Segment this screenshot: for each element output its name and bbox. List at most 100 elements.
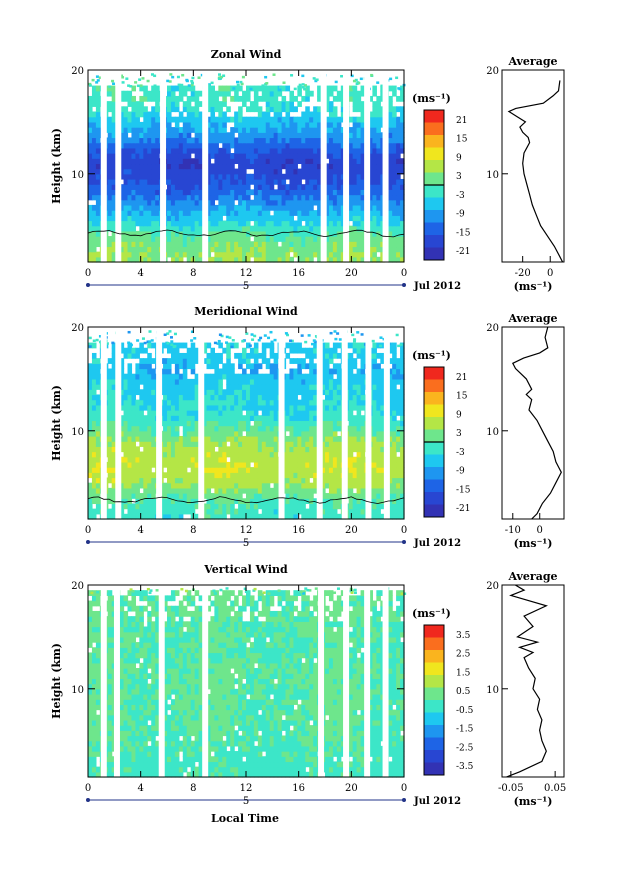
heatmap-cell: [222, 184, 227, 190]
heatmap-cell: [356, 513, 362, 520]
heatmap-cell: [107, 256, 113, 263]
heatmap-cell: [155, 168, 160, 175]
heatmap-cell: [206, 194, 212, 201]
heatmap-cell: [91, 189, 97, 196]
heatmap-cell: [88, 194, 93, 201]
heatmap-cell: [277, 246, 283, 253]
heatmap-cell: [139, 85, 144, 92]
heatmap-cell: [249, 508, 255, 515]
heatmap-cell: [119, 225, 125, 232]
heatmap-cell: [147, 410, 152, 416]
heatmap-cell: [360, 430, 366, 437]
heatmap-cell: [265, 106, 271, 113]
heatmap-cell: [289, 215, 294, 222]
heatmap-cell: [170, 153, 176, 159]
heatmap-cell: [257, 399, 263, 406]
heatmap-cell: [348, 472, 354, 479]
heatmap-cell: [238, 147, 243, 154]
heatmap-cell: [352, 184, 358, 190]
heatmap-cell: [396, 142, 401, 149]
heatmap-cell: [265, 153, 271, 159]
heatmap-cell: [206, 251, 212, 258]
heatmap-cell: [301, 513, 306, 520]
heatmap-cell: [167, 425, 172, 432]
y-tick-label: 20: [71, 66, 84, 77]
heatmap-cell: [182, 384, 188, 390]
heatmap-cell: [246, 384, 251, 390]
heatmap-cell: [234, 236, 239, 242]
heatmap-cell: [147, 163, 152, 170]
heatmap-cell: [88, 236, 93, 242]
heatmap-cell: [119, 441, 125, 447]
heatmap-cell: [163, 378, 168, 385]
heatmap-cell: [356, 477, 362, 484]
heatmap-cell: [392, 378, 397, 385]
heatmap-cell: [214, 204, 219, 211]
heatmap-cell: [359, 77, 363, 81]
heatmap-cell: [368, 127, 373, 133]
heatmap-cell: [313, 163, 318, 170]
heatmap-cell: [305, 399, 310, 406]
heatmap-cell: [222, 477, 227, 484]
heatmap-cell: [392, 215, 397, 222]
heatmap-cell: [214, 503, 219, 510]
heatmap-cell: [388, 513, 393, 520]
heatmap-cell: [226, 85, 231, 92]
heatmap-cell: [257, 142, 263, 149]
heatmap-cell: [226, 147, 231, 154]
heatmap-cell: [257, 189, 263, 196]
heatmap-cell: [396, 487, 401, 494]
heatmap-cell: [253, 127, 259, 133]
heatmap-cell: [222, 225, 227, 232]
heatmap-cell: [332, 230, 338, 237]
heatmap-cell: [163, 399, 168, 406]
heatmap-cell: [360, 241, 366, 248]
heatmap-cell: [88, 84, 92, 87]
heatmap-cell: [131, 425, 136, 432]
heatmap-cell: [396, 446, 401, 453]
heatmap-cell: [210, 168, 215, 175]
heatmap-cell: [269, 394, 275, 401]
heatmap-cell: [139, 178, 144, 185]
heatmap-cell: [182, 132, 188, 139]
heatmap-cell: [400, 168, 405, 175]
colorbar-tick-label: 9: [456, 153, 462, 163]
heatmap-cell: [123, 189, 129, 196]
heatmap-cell: [242, 482, 247, 489]
heatmap-cell: [123, 127, 129, 133]
heatmap-cell: [388, 85, 393, 92]
heatmap-cell: [170, 90, 176, 97]
heatmap-cell: [170, 184, 176, 190]
heatmap-cell: [222, 441, 227, 447]
heatmap-cell: [388, 456, 393, 463]
heatmap-cell: [194, 158, 200, 165]
heatmap-cell: [226, 430, 231, 437]
heatmap-cell: [127, 482, 133, 489]
heatmap-cell: [348, 199, 354, 206]
heatmap-cell: [352, 378, 358, 385]
heatmap-cell: [210, 482, 215, 489]
colorbar-segment: [424, 235, 444, 248]
heatmap-cell: [218, 451, 223, 458]
heatmap-cell: [174, 487, 180, 494]
heatmap-cell: [368, 225, 373, 232]
heatmap-cell: [360, 127, 366, 133]
heatmap-cell: [380, 498, 385, 505]
heatmap-cell: [356, 90, 362, 97]
heatmap-cell: [143, 508, 148, 515]
heatmap-cell: [194, 132, 200, 139]
heatmap-cell: [376, 173, 381, 180]
heatmap-cell: [234, 472, 239, 479]
heatmap-cell: [257, 153, 263, 159]
heatmap-cell: [269, 184, 275, 190]
heatmap-cell: [293, 95, 298, 102]
heatmap-cell: [372, 446, 377, 453]
heatmap-cell: [332, 503, 338, 510]
heatmap-cell: [206, 204, 212, 211]
heatmap-cell: [277, 230, 283, 237]
heatmap-cell: [277, 168, 283, 175]
heatmap-cell: [368, 147, 373, 154]
heatmap-cell: [285, 199, 291, 206]
heatmap-cell: [226, 204, 231, 211]
